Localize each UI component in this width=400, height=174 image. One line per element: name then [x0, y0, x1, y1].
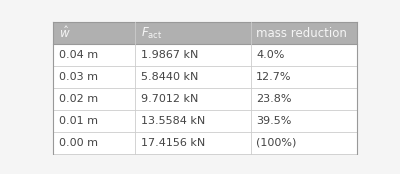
Text: 12.7%: 12.7% — [256, 72, 292, 82]
Bar — [135, 22, 250, 44]
Text: 4.0%: 4.0% — [256, 50, 284, 60]
Text: 0.04 m: 0.04 m — [59, 50, 98, 60]
Text: 23.8%: 23.8% — [256, 94, 292, 104]
Text: $\hat{w}$: $\hat{w}$ — [59, 25, 70, 41]
Text: 5.8440 kN: 5.8440 kN — [141, 72, 198, 82]
Text: (100%): (100%) — [256, 138, 296, 148]
Bar — [250, 22, 357, 44]
Text: 9.7012 kN: 9.7012 kN — [141, 94, 198, 104]
Text: 1.9867 kN: 1.9867 kN — [141, 50, 198, 60]
Text: 0.02 m: 0.02 m — [59, 94, 98, 104]
Text: 13.5584 kN: 13.5584 kN — [141, 116, 205, 126]
Text: 0.00 m: 0.00 m — [59, 138, 98, 148]
Text: mass reduction: mass reduction — [256, 27, 347, 40]
Text: $F_\mathrm{act}$: $F_\mathrm{act}$ — [141, 26, 162, 41]
Text: 39.5%: 39.5% — [256, 116, 292, 126]
Text: 17.4156 kN: 17.4156 kN — [141, 138, 205, 148]
Text: 0.01 m: 0.01 m — [59, 116, 98, 126]
Bar — [53, 22, 135, 44]
Text: 0.03 m: 0.03 m — [59, 72, 98, 82]
